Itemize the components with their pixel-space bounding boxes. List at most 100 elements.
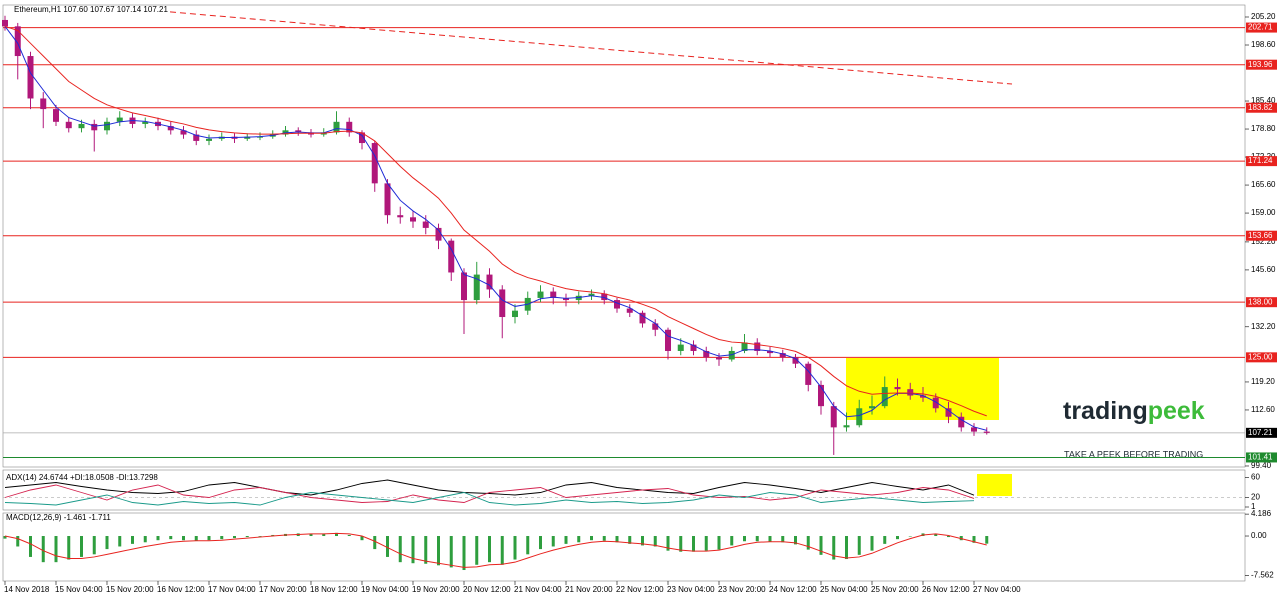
macd-bar [602, 536, 606, 541]
level-label: 138.00 [1248, 297, 1273, 306]
x-tick-label: 24 Nov 12:00 [769, 585, 817, 594]
candle-body [843, 425, 850, 428]
x-tick-label: 15 Nov 20:00 [106, 585, 154, 594]
candle-body [907, 389, 914, 396]
candle-body [167, 126, 174, 131]
macd-bar [908, 536, 912, 537]
macd-bar [309, 533, 313, 537]
x-tick-label: 23 Nov 04:00 [667, 585, 715, 594]
candle-body [78, 123, 85, 129]
candle-body [435, 227, 442, 241]
watermark-brand: tradingpeek [1063, 397, 1205, 425]
macd-bar [832, 536, 836, 560]
macd-bar [896, 536, 899, 540]
candle-body [384, 183, 391, 216]
x-tick-label: 19 Nov 20:00 [412, 585, 460, 594]
y-tick-label: 152.20 [1251, 237, 1276, 246]
level-label-box [1246, 59, 1277, 70]
candle-body [779, 353, 786, 358]
macd-bar [131, 536, 134, 544]
macd-panel-border [2, 512, 1246, 582]
macd-bar [615, 536, 619, 543]
macd-bar [704, 536, 708, 551]
macd-bar [857, 536, 861, 555]
macd-bar [29, 536, 32, 557]
macd-bar [692, 536, 695, 552]
macd-bar [564, 536, 568, 544]
macd-bar [398, 536, 402, 563]
candle-body [983, 431, 990, 433]
watermark-tagline: TAKE A PEEK BEFORE TRADING [1064, 449, 1203, 459]
x-tick-label: 18 Nov 12:00 [310, 585, 358, 594]
x-tick-label: 23 Nov 20:00 [718, 585, 766, 594]
macd-bar [806, 536, 810, 550]
macd-bar [386, 536, 389, 557]
macd-bar [41, 536, 45, 563]
candle-body [716, 357, 722, 360]
candle-body [14, 26, 21, 57]
macd-tick-label: -7.562 [1251, 571, 1274, 580]
level-label-box [1246, 156, 1277, 167]
moving-average [4, 25, 987, 417]
macd-bar [985, 536, 989, 544]
candle-body [422, 221, 429, 228]
x-tick-label: 21 Nov 04:00 [514, 585, 562, 594]
macd-tick-label: 0.00 [1251, 531, 1267, 540]
macd-bar [360, 536, 364, 541]
candle-body [894, 387, 901, 390]
candle-body [920, 395, 926, 398]
adx-title: ADX(14) 24.6744 +DI:18.0508 -DI:13.7298 [6, 473, 158, 482]
candle-body [91, 123, 98, 131]
macd-bar [641, 536, 644, 546]
y-tick-label: 132.20 [1251, 322, 1276, 331]
macd-bar [335, 532, 338, 537]
macd-bar [488, 536, 491, 563]
candle-body [588, 293, 595, 296]
current-price-box [1246, 427, 1277, 438]
y-tick-label: 185.40 [1251, 96, 1276, 105]
y-tick-label: 198.60 [1251, 40, 1276, 49]
macd-title: MACD(12,26,9) -1.461 -1.711 [6, 513, 111, 522]
macd-bar [449, 536, 453, 568]
candle-body [856, 408, 863, 426]
macd-bar [169, 536, 173, 540]
macd-tick-label: 4.186 [1251, 509, 1272, 518]
level-label: 183.82 [1248, 103, 1273, 112]
candle-body [869, 406, 875, 409]
candle-body [601, 293, 608, 301]
candle-body [741, 342, 748, 351]
highlight-box [977, 474, 1012, 496]
candle-body [805, 363, 812, 385]
adx-line [4, 484, 975, 503]
macd-bar [373, 536, 377, 550]
macd-bar [755, 536, 759, 542]
macd-bar [233, 536, 236, 539]
macd-bar [730, 536, 734, 546]
macd-bar [768, 536, 772, 542]
candle-body [677, 344, 684, 351]
candle-body [971, 427, 977, 432]
moving-average [4, 26, 987, 431]
level-label-box [1246, 102, 1277, 113]
x-tick-label: 25 Nov 04:00 [820, 585, 868, 594]
candle-body [512, 310, 518, 318]
candle-body [652, 323, 659, 330]
candle-body [792, 357, 799, 364]
candle-body [193, 134, 200, 141]
x-tick-label: 27 Nov 04:00 [973, 585, 1021, 594]
x-tick-label: 26 Nov 12:00 [922, 585, 970, 594]
candle-body [932, 397, 939, 409]
candle-body [333, 121, 340, 133]
macd-bar [551, 536, 555, 547]
macd-bar [105, 536, 109, 550]
macd-bar [3, 536, 7, 539]
candle-body [818, 384, 824, 407]
adx-tick-label: 1 [1251, 502, 1256, 511]
adx-tick-label: 20 [1251, 493, 1260, 502]
candle-body [767, 350, 773, 354]
y-tick-label: 165.60 [1251, 180, 1276, 189]
level-label: 153.66 [1248, 231, 1273, 240]
